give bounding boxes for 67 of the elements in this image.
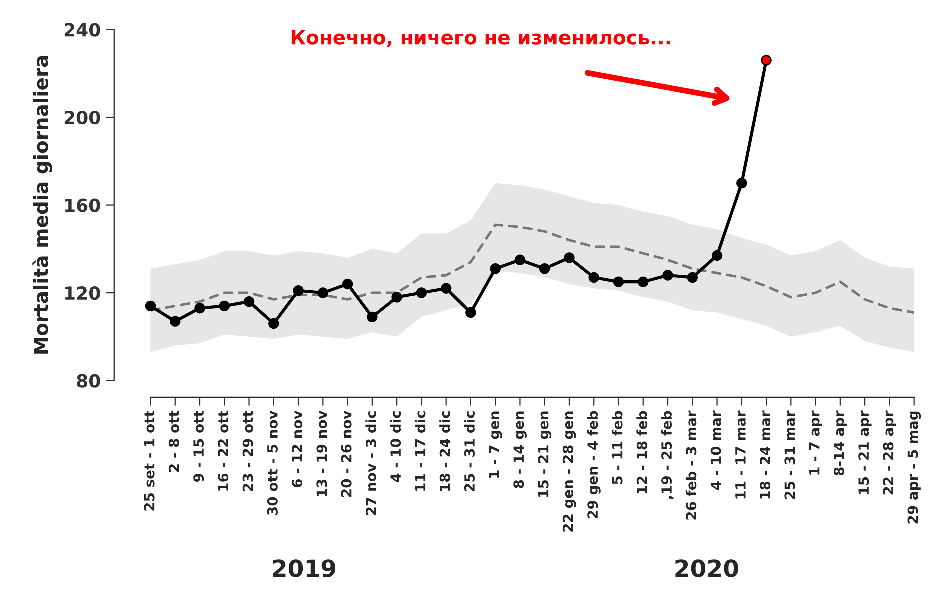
point [613,276,624,288]
point [219,300,230,312]
x-tick-label: 11 - 17 mar [736,410,746,499]
point [539,264,550,274]
y-tick-label: 160 [66,198,100,212]
x-tick-label: 18 - 24 mar [760,410,771,499]
x-tick-label: 27 nov - 3 dic [366,412,376,516]
point [564,252,575,264]
point [662,270,674,281]
point [342,278,354,290]
point [293,285,304,296]
point [244,296,255,308]
x-tick-label: 18 - 24 dic [440,412,450,491]
point [367,312,378,323]
y-tick-label: 200 [64,110,100,125]
point [416,288,428,298]
x-tick-label: 5 - 11 feb [612,411,623,484]
point [712,250,723,262]
x-tick-label: 1 - 7 apr [810,410,823,475]
point [440,283,452,294]
point [687,272,698,284]
x-tick-label: 13 - 19 nov [316,410,328,496]
x-tick-label: 25 - 31 mar [784,410,796,500]
x-tick-label: 4 - 10 dic [390,412,402,482]
x-tick-label: ,19 - 25 feb [661,411,674,500]
point [490,264,501,274]
x-tick-label: 15 - 21 gen [538,412,552,498]
x-tick-label: 8-14 apr [834,410,848,476]
point [638,276,649,288]
y-axis-title: Mortalità media giornaliera [32,56,52,354]
x-tick-label: 29 apr - 5 mag [908,412,922,524]
x-tick-label: 25 - 31 dic [464,412,475,492]
point [761,55,772,66]
point [588,272,600,284]
point [318,288,329,298]
x-tick-label: 25 set - 1 ott [144,410,155,511]
text: 2020 [676,560,738,578]
x-tick-label: 22 gen - 28 gen [562,412,576,532]
point [514,254,526,266]
x-tick-label: 2 - 8 ott [168,410,180,472]
x-tick-label: 20 - 26 nov [341,410,352,497]
y-tick-label: 120 [66,286,100,300]
text: 2019 [273,560,336,578]
x-tick-label: 6 - 12 nov [292,410,303,488]
point [736,178,748,189]
y-tick-label: 80 [77,374,100,388]
point [268,318,280,330]
x-tick-label: 23 - 29 ott [242,410,254,492]
annotation: Конечно, ничего не изменилось... [292,30,670,48]
point [194,303,206,314]
x-tick-label: 29 gen - 4 feb [587,411,601,518]
point [466,307,476,318]
x-tick-label: 30 ott - 5 nov [267,410,278,516]
point [170,316,181,327]
x-tick-label: 11 - 17 dic [414,412,426,491]
point [392,292,402,303]
y-tick-label: 240 [64,23,100,37]
x-tick-label: 12 - 18 feb [636,411,648,494]
x-tick-label: 15 - 21 apr [858,410,872,494]
x-tick-label: 16 - 22 ott [218,410,229,491]
x-tick-label: 22 - 28 apr [883,410,896,495]
point [145,300,156,312]
x-tick-label: 26 feb - 3 mar [686,410,697,520]
x-tick-label: 8 - 14 gen [514,412,527,488]
x-tick-label: 1 - 7 gen [489,412,502,478]
x-tick-label: 4 - 10 mar [710,410,722,490]
x-tick-label: 9 - 15 ott [194,410,204,482]
